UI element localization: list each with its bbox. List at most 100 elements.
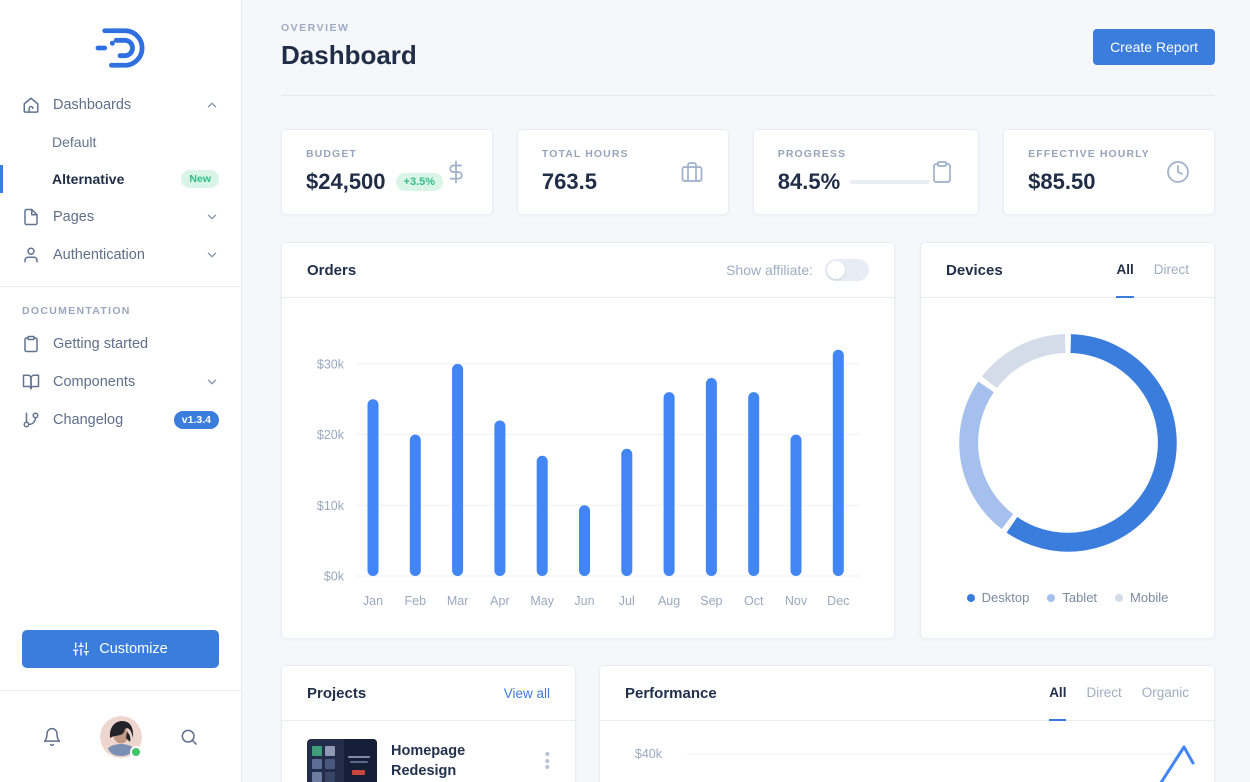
charts-row: Orders Show affiliate: $0k $10k $20k $30k Ja…: [281, 242, 1215, 639]
chevron-down-icon: [205, 248, 219, 262]
svg-text:Jan: Jan: [363, 594, 383, 608]
main-content: OVERVIEW Dashboard Create Report BUDGET …: [242, 0, 1250, 782]
customize-label: Customize: [99, 641, 168, 657]
performance-card-header: Performance All Direct Organic: [600, 666, 1214, 721]
search-icon: [179, 727, 199, 747]
sidebar-item-dashboards[interactable]: Dashboards: [0, 86, 241, 124]
tab-all[interactable]: All: [1116, 243, 1134, 298]
clipboard-icon: [22, 335, 40, 353]
svg-text:Jun: Jun: [574, 594, 594, 608]
stat-label: EFFECTIVE HOURLY: [1028, 148, 1150, 160]
sliders-icon: [73, 641, 90, 657]
legend-dot-desktop: [966, 593, 975, 602]
projects-card: Projects View all Homepage Redesign: [281, 665, 576, 782]
stat-value: $24,500: [306, 169, 386, 194]
user-icon: [22, 246, 40, 264]
briefcase-icon: [680, 160, 704, 184]
project-title: Homepage Redesign: [391, 743, 466, 779]
devices-chart: [921, 298, 1214, 556]
brand-logo[interactable]: [0, 0, 241, 86]
stat-card-progress: PROGRESS 84.5%: [752, 129, 980, 215]
overview-eyebrow: OVERVIEW: [281, 22, 350, 34]
projects-title: Projects: [307, 684, 367, 702]
sidebar-item-getting-started[interactable]: Getting started: [0, 325, 241, 363]
create-report-button[interactable]: Create Report: [1093, 28, 1215, 65]
show-affiliate-label: Show affiliate:: [726, 262, 813, 278]
chevron-up-icon: [205, 98, 219, 112]
user-avatar[interactable]: [99, 715, 142, 758]
customize-button[interactable]: Customize: [22, 630, 219, 668]
legend-item-desktop: Desktop: [966, 590, 1029, 605]
sidebar-item-alternative[interactable]: Alternative New: [0, 160, 241, 198]
tab-direct[interactable]: Direct: [1153, 262, 1189, 277]
progress-bar: [850, 180, 931, 184]
documentation-section-label: DOCUMENTATION: [22, 305, 131, 317]
projects-card-header: Projects View all: [282, 666, 575, 721]
orders-card-header: Orders Show affiliate:: [282, 243, 894, 298]
book-open-icon: [22, 373, 40, 391]
orders-title: Orders: [307, 261, 357, 279]
delta-badge: +3.5%: [395, 173, 444, 191]
stat-card-effective-hourly: EFFECTIVE HOURLY $85.50: [1003, 129, 1216, 215]
svg-text:Dec: Dec: [827, 594, 849, 608]
sidebar-item-default[interactable]: Default: [0, 124, 241, 160]
svg-text:$0k: $0k: [324, 570, 345, 584]
svg-text:Oct: Oct: [744, 594, 764, 608]
svg-text:Aug: Aug: [658, 594, 680, 608]
performance-line-chart-svg: $40k: [635, 745, 1195, 782]
tab-organic[interactable]: Organic: [1141, 685, 1189, 700]
kebab-menu-icon[interactable]: • • •: [544, 745, 550, 777]
performance-card: Performance All Direct Organic $40k: [599, 665, 1215, 782]
page-title: Dashboard: [281, 40, 417, 70]
svg-text:$30k: $30k: [317, 357, 345, 371]
view-all-link[interactable]: View all: [503, 685, 550, 701]
svg-text:Apr: Apr: [490, 594, 509, 608]
devices-donut-svg: [959, 334, 1177, 552]
git-branch-icon: [22, 411, 40, 429]
legend-dot-mobile: [1115, 593, 1124, 602]
sidebar-item-label: Pages: [53, 209, 95, 225]
notifications-button[interactable]: [42, 727, 62, 747]
sidebar-footer: [0, 690, 241, 782]
bottom-row: Projects View all Homepage Redesign: [281, 665, 1215, 782]
sidebar-item-authentication[interactable]: Authentication: [0, 236, 241, 274]
legend-item-mobile: Mobile: [1115, 590, 1168, 605]
sidebar-item-changelog[interactable]: Changelog v1.3.4: [0, 401, 241, 439]
list-item-project[interactable]: Homepage Redesign • • •: [307, 739, 550, 782]
sidebar-item-label: Changelog: [53, 412, 124, 428]
stat-card-total-hours: TOTAL HOURS 763.5: [516, 129, 729, 215]
sidebar-divider: [0, 286, 241, 287]
sidebar-item-components[interactable]: Components: [0, 363, 241, 401]
stat-value: 763.5: [541, 169, 597, 194]
home-icon: [22, 96, 40, 114]
projects-list: Homepage Redesign • • •: [282, 721, 575, 782]
tab-all[interactable]: All: [1049, 666, 1067, 721]
performance-tabs: All Direct Organic: [1049, 666, 1189, 721]
sidebar-item-label: Default: [52, 134, 97, 150]
svg-text:$10k: $10k: [317, 499, 345, 513]
chevron-down-icon: [205, 210, 219, 224]
stat-card-budget: BUDGET $24,500 +3.5%: [281, 129, 493, 215]
stats-row: BUDGET $24,500 +3.5% TOTAL HOURS 763.5: [281, 129, 1216, 215]
svg-text:Mar: Mar: [447, 594, 469, 608]
clock-icon: [1166, 160, 1190, 184]
page-header: OVERVIEW Dashboard Create Report: [242, 0, 1250, 71]
svg-text:Nov: Nov: [785, 594, 808, 608]
search-button[interactable]: [179, 727, 199, 747]
orders-card: Orders Show affiliate: $0k $10k $20k $30k Ja…: [281, 242, 895, 639]
bell-icon: [42, 727, 62, 747]
online-status-dot: [129, 745, 142, 758]
version-badge: v1.3.4: [173, 411, 219, 429]
svg-text:$20k: $20k: [317, 428, 345, 442]
orders-chart: $0k $10k $20k $30k Jan Feb Mar Apr May Jun Jul Aug S…: [282, 328, 894, 618]
devices-card-header: Devices All Direct: [921, 243, 1214, 298]
show-affiliate-toggle[interactable]: [825, 259, 869, 281]
sidebar-item-label: Getting started: [53, 336, 149, 352]
sidebar-item-label: Alternative: [52, 171, 125, 187]
tab-direct[interactable]: Direct: [1086, 685, 1122, 700]
devices-legend: Desktop Tablet Mobile: [921, 590, 1214, 605]
sidebar-item-pages[interactable]: Pages: [0, 198, 241, 236]
devices-title: Devices: [946, 261, 1003, 279]
devices-card: Devices All Direct Desktop Tablet Mobile: [920, 242, 1215, 639]
